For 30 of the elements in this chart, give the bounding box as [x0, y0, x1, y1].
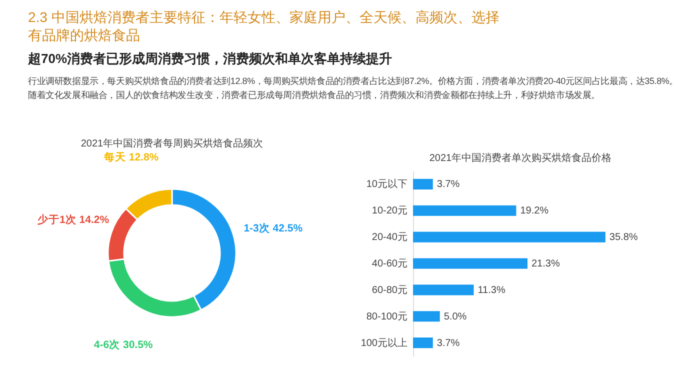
slice-label: 1-3次 42.5% — [244, 222, 304, 235]
slice-label: 每天 12.8% — [102, 150, 160, 164]
data-label: 3.7% — [436, 338, 460, 349]
y-tick-label: 10-20元 — [372, 206, 408, 217]
y-tick-label: 10元以下 — [366, 178, 408, 190]
y-tick-label: 20-40元 — [372, 232, 408, 244]
text: 2.3 中国烘焙消费者主要特征：年轻女性、家庭用户、全天候、高频次、选择有品牌的烘焙食品 — [28, 8, 500, 44]
y-tick-label: 100元以上 — [360, 336, 408, 349]
bar — [413, 205, 516, 216]
data-label: 21.3% — [531, 258, 560, 270]
data-label: 5.0% — [444, 311, 467, 322]
data-label: 11.3% — [478, 284, 506, 296]
slice-label: 少于1次 14.2% — [38, 213, 110, 226]
text: 超70%消费者已形成周消费习惯，消费频次和单次客单持续提升 — [28, 50, 394, 68]
chart-title: 2021年中国消费者单次购买烘焙食品价格 — [429, 152, 612, 164]
y-tick-label: 60-80元 — [372, 284, 408, 296]
data-label: 3.7% — [436, 179, 460, 190]
y-tick-label: 40-60元 — [372, 258, 408, 270]
bar — [413, 178, 433, 190]
data-label: 35.8% — [609, 232, 638, 244]
y-tick-label: 80-100元 — [366, 311, 408, 322]
chart-title: 2021年中国消费者每周购买烘焙食品频次 — [80, 137, 264, 150]
bar — [413, 284, 474, 296]
bar — [413, 311, 440, 322]
bar — [413, 258, 528, 269]
bar — [413, 338, 433, 348]
bar — [413, 232, 606, 242]
data-label: 19.2% — [520, 206, 549, 217]
slice-label: 4-6次 30.5% — [94, 338, 154, 351]
text: 行业调研数据显示，每天购买烘焙食品的消费者达到12.8%，每周购买烘焙食品的消费者占比达到87.2%。价格方面，消费者单次消费20-40元区间占比最高，达35.8%。随着文化发展和融合，国人的饮食结构发生改变，消费者已形成每周消费烘焙食品的习惯，消费频次和消费金额都在持续上升，利好烘焙市场发展。 — [28, 75, 679, 102]
